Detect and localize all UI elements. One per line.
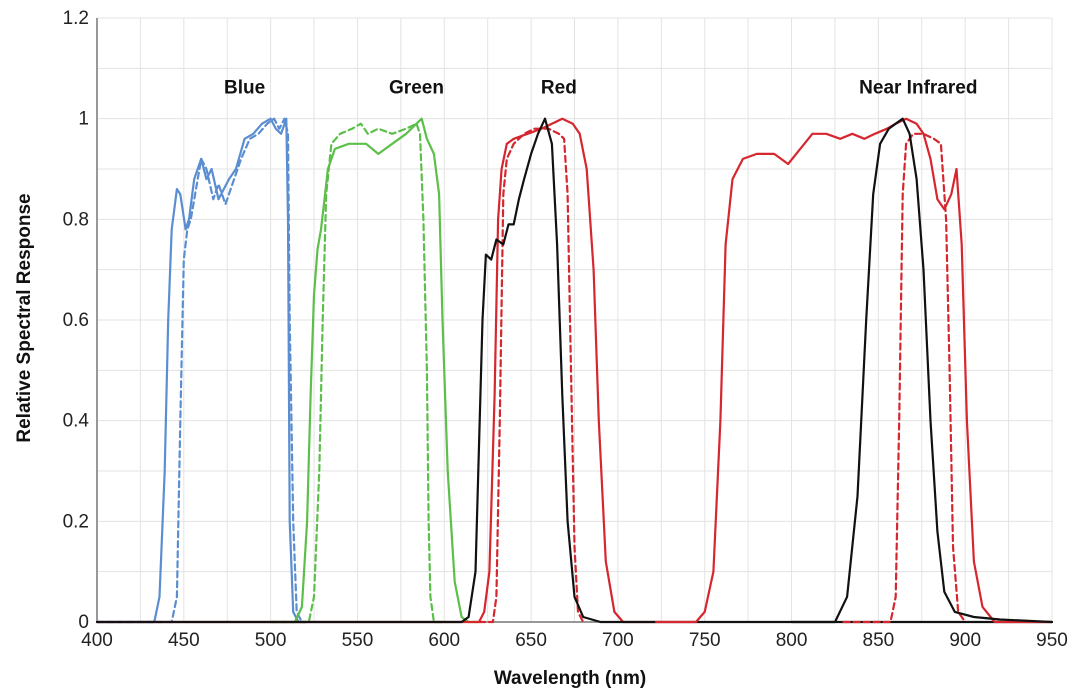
x-tick-label: 950 [1036,630,1068,651]
red-solid-series-line [655,117,1054,624]
x-tick-label: 600 [428,630,460,651]
red-dashed-series-line [477,127,585,624]
red-dashed-series-line [842,132,967,624]
x-tick-labels: 400 450 500 550 600 650 700 750 800 850 900 950 [81,630,1068,651]
x-tick-label: 450 [168,630,200,651]
y-tick-label: 0.4 [63,411,90,432]
x-tick-label: 650 [515,630,547,651]
x-tick-label: 900 [949,630,981,651]
x-tick-label: 700 [602,630,634,651]
y-tick-label: 0 [78,612,89,633]
band-labels: Blue Green Red Near Infrared [224,78,977,99]
black-solid-series-line [790,117,1054,624]
band-label: Red [541,78,577,99]
y-tick-label: 1.2 [63,8,89,29]
band-label: Green [389,78,444,99]
x-tick-label: 400 [81,630,113,651]
grid-lines [96,17,1053,623]
band-label: Blue [224,78,265,99]
x-axis-title: Wavelength (nm) [494,668,646,689]
y-axis-title: Relative Spectral Response [14,193,35,442]
y-tick-label: 0.2 [63,511,89,532]
blue-solid-series-line [95,117,307,624]
y-tick-label: 0.6 [63,310,89,331]
series-lines [95,117,1054,624]
x-tick-label: 500 [255,630,287,651]
x-tick-label: 850 [863,630,895,651]
black-solid-series-line [95,117,1054,624]
y-tick-label: 1 [78,109,89,130]
y-tick-label: 0.8 [63,209,89,230]
green-dashed-series-line [269,122,446,624]
green-solid-series-line [269,117,481,624]
blue-dashed-series-line [95,117,307,624]
x-tick-label: 800 [776,630,808,651]
x-tick-label: 750 [689,630,721,651]
y-tick-labels: 0 0.2 0.4 0.6 0.8 1 1.2 [63,8,90,633]
band-label: Near Infrared [859,78,977,99]
x-tick-label: 550 [342,630,374,651]
